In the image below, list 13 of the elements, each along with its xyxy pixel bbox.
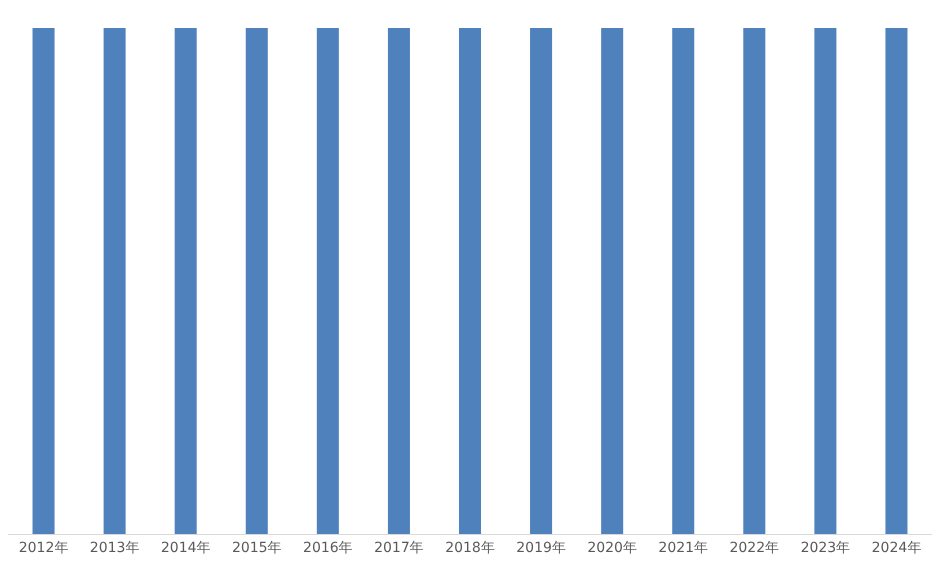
x-tick-label: 2013年	[90, 540, 140, 556]
x-tick-label: 2022年	[729, 540, 780, 556]
x-tick-label: 2017年	[374, 540, 424, 556]
x-tick-label: 2024年	[872, 540, 922, 556]
x-tick-label: 2020年	[587, 540, 637, 556]
x-tick-label: 2023年	[800, 540, 850, 556]
x-tick-label: 2018年	[445, 540, 495, 556]
x-tick-label: 2012年	[18, 540, 68, 556]
x-tick-label: 2016年	[303, 540, 353, 556]
x-tick-label: 2014年	[160, 540, 211, 556]
x-tick-label: 2019年	[516, 540, 566, 556]
x-tick-label: 2015年	[232, 540, 282, 556]
x-tick-label: 2021年	[658, 540, 708, 556]
